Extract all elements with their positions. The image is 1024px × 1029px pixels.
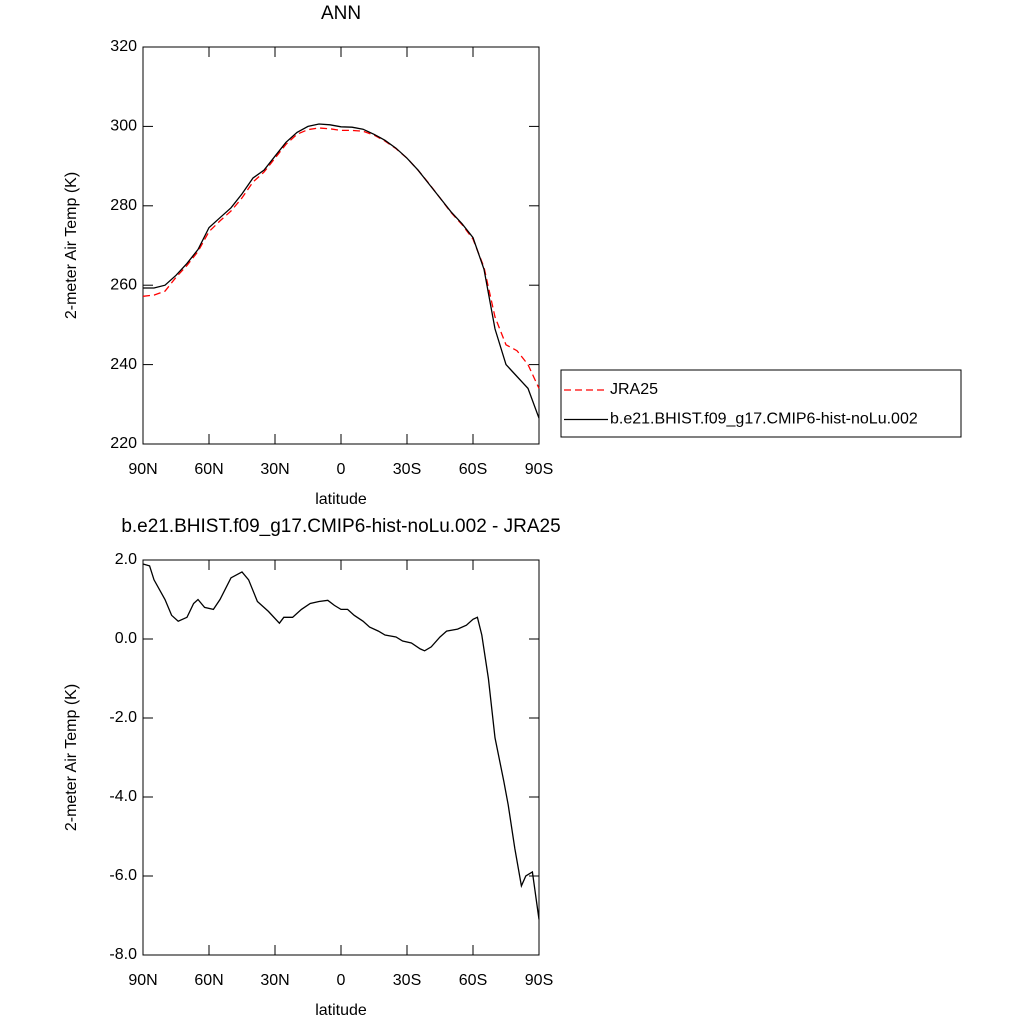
x-tick-label: 90S [525,972,553,989]
y-tick-label: 280 [110,197,137,214]
y-tick-label: -6.0 [109,867,137,884]
x-tick-label: 0 [337,461,346,478]
legend-label: JRA25 [610,381,658,398]
y-tick-label: 260 [110,276,137,293]
y-tick-label: 300 [110,118,137,135]
legend-box [560,369,962,438]
y-tick-label: 320 [110,38,137,55]
x-tick-label: 30N [260,461,289,478]
y-tick-label: 0.0 [115,630,137,647]
x-tick-label: 0 [337,972,346,989]
x-tick-label: 60S [459,972,487,989]
y-tick-label: -4.0 [109,788,137,805]
chart-title: b.e21.BHIST.f09_g17.CMIP6-hist-noLu.002 … [121,516,560,537]
x-tick-label: 90S [525,461,553,478]
x-tick-label: 30S [393,461,421,478]
x-tick-label: 30S [393,972,421,989]
plot-frame [142,559,540,956]
x-tick-label: 60S [459,461,487,478]
y-tick-label: -2.0 [109,709,137,726]
series-line [142,563,540,920]
y-tick-label: -8.0 [109,946,137,963]
series-line [143,123,540,419]
legend-label: b.e21.BHIST.f09_g17.CMIP6-hist-noLu.002 [610,411,918,428]
x-tick-label: 60N [194,461,223,478]
x-tick-label: 30N [260,972,289,989]
y-tick-label: 220 [110,435,137,452]
y-axis-label: 2-meter Air Temp (K) [63,172,80,319]
plot-frame [142,46,540,445]
x-tick-label: 90N [128,972,157,989]
x-tick-label: 90N [128,461,157,478]
y-tick-label: 240 [110,356,137,373]
y-tick-label: 2.0 [115,551,137,568]
x-axis-label: latitude [315,1002,367,1019]
x-axis-label: latitude [315,491,367,508]
chart-title: ANN [321,3,361,24]
y-axis-label: 2-meter Air Temp (K) [63,684,80,831]
x-tick-label: 60N [194,972,223,989]
